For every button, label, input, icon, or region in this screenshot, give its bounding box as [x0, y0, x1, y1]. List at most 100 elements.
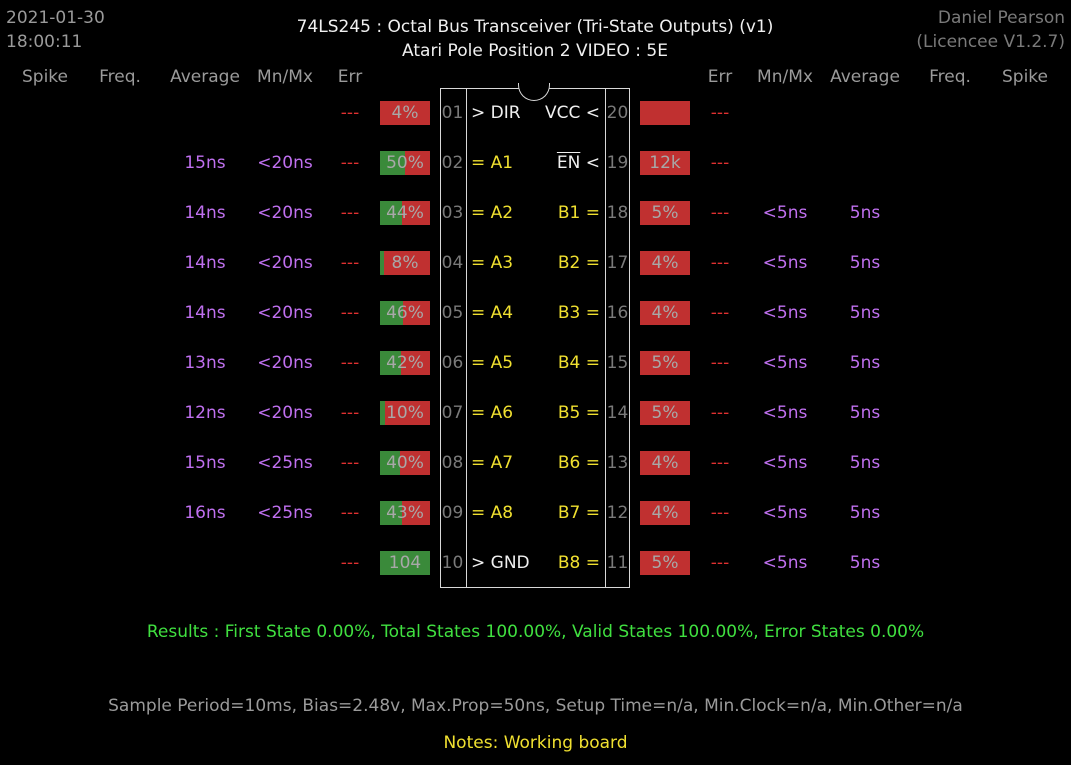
left-pin-mnmx: <20ns: [257, 303, 313, 323]
right-pin-number: 15: [606, 353, 629, 373]
right-pin-activity-value: 4%: [651, 303, 679, 323]
right-pin-number: 12: [606, 503, 629, 523]
right-pin-label-text: EN: [556, 153, 581, 173]
left-pin-activity-bar: 40%: [380, 451, 430, 475]
right-pin-mnmx: <5ns: [762, 353, 808, 373]
left-pin-activity-value: 10%: [386, 403, 424, 423]
col-header-right-err: Err: [707, 67, 733, 87]
col-header-right-average: Average: [830, 67, 900, 87]
right-pin-number: 11: [606, 553, 629, 573]
left-pin-activity-fill: [380, 151, 405, 175]
left-pin-activity-fill: [380, 251, 384, 275]
right-pin-activity-bar: 12k: [640, 151, 690, 175]
col-header-left-mnmx: Mn/Mx: [257, 67, 313, 87]
left-pin-activity-bar: 50%: [380, 151, 430, 175]
left-pin-activity-value: 44%: [386, 203, 424, 223]
left-pin-number: 06: [441, 353, 464, 373]
right-pin-label-text: B5 =: [557, 403, 600, 423]
left-pin-activity-fill: [380, 351, 401, 375]
author-label: Daniel Pearson: [937, 8, 1065, 28]
left-pin-err: ---: [340, 553, 360, 573]
right-pin-mnmx: <5ns: [762, 253, 808, 273]
left-pin-err: ---: [340, 253, 360, 273]
right-pin-label-text: B6 =: [557, 453, 600, 473]
left-pin-activity-bar: 10%: [380, 401, 430, 425]
left-pin-number: 01: [441, 103, 464, 123]
right-pin-label: EN <: [530, 153, 600, 173]
right-pin-err: ---: [710, 553, 730, 573]
right-pin-err: ---: [710, 153, 730, 173]
right-pin-label: B1 =: [530, 203, 600, 223]
right-pin-average: 5ns: [849, 553, 881, 573]
right-pin-number: 20: [606, 103, 629, 123]
right-pin-activity-bar: 4%: [640, 501, 690, 525]
left-pin-mnmx: <20ns: [257, 153, 313, 173]
left-pin-number: 07: [441, 403, 464, 423]
left-pin-average: 15ns: [184, 153, 226, 173]
chip-left-pin-divider: [466, 89, 467, 587]
left-pin-mnmx: <20ns: [257, 203, 313, 223]
right-pin-err: ---: [710, 203, 730, 223]
right-pin-label-text: B4 =: [557, 353, 600, 373]
left-pin-number: 04: [441, 253, 464, 273]
right-pin-average: 5ns: [849, 353, 881, 373]
right-pin-activity-bar: 5%: [640, 201, 690, 225]
right-pin-mnmx: <5ns: [762, 503, 808, 523]
col-header-right-freq: Freq.: [929, 67, 971, 87]
left-pin-err: ---: [340, 103, 360, 123]
left-pin-label: > GND: [471, 553, 530, 573]
right-pin-label-text: B2 =: [557, 253, 600, 273]
left-pin-err: ---: [340, 403, 360, 423]
sample-settings: Sample Period=10ms, Bias=2.48v, Max.Prop…: [108, 696, 963, 716]
right-pin-mnmx: <5ns: [762, 203, 808, 223]
page-title: 74LS245 : Octal Bus Transceiver (Tri-Sta…: [296, 17, 774, 37]
left-pin-activity-value: 43%: [386, 503, 424, 523]
right-pin-label: B3 =: [530, 303, 600, 323]
left-pin-activity-fill: [380, 551, 430, 575]
right-pin-activity-bar: 5%: [640, 551, 690, 575]
right-pin-activity-bar: 4%: [640, 301, 690, 325]
right-pin-mnmx: <5ns: [762, 553, 808, 573]
time-label: 18:00:11: [6, 32, 83, 52]
right-pin-number: 18: [606, 203, 629, 223]
right-pin-number: 19: [606, 153, 629, 173]
right-pin-average: 5ns: [849, 403, 881, 423]
left-pin-err: ---: [340, 153, 360, 173]
col-header-left-freq: Freq.: [99, 67, 141, 87]
left-pin-activity-value: 40%: [386, 453, 424, 473]
left-pin-mnmx: <25ns: [257, 453, 313, 473]
left-pin-activity-value: 104: [388, 553, 422, 573]
left-pin-mnmx: <25ns: [257, 503, 313, 523]
left-pin-label: = A1: [471, 153, 514, 173]
left-pin-activity-bar: 8%: [380, 251, 430, 275]
right-pin-err: ---: [710, 503, 730, 523]
left-pin-activity-bar: 43%: [380, 501, 430, 525]
left-pin-activity-value: 50%: [386, 153, 424, 173]
right-pin-activity-value: 12k: [649, 153, 681, 173]
left-pin-label: = A5: [471, 353, 514, 373]
left-pin-label: = A7: [471, 453, 514, 473]
right-pin-label: B6 =: [530, 453, 600, 473]
right-pin-average: 5ns: [849, 203, 881, 223]
left-pin-activity-value: 8%: [391, 253, 419, 273]
right-pin-number: 17: [606, 253, 629, 273]
left-pin-number: 02: [441, 153, 464, 173]
right-pin-activity-value: 5%: [651, 203, 679, 223]
right-pin-label: B2 =: [530, 253, 600, 273]
left-pin-number: 03: [441, 203, 464, 223]
right-pin-activity-value: 4%: [651, 253, 679, 273]
left-pin-average: 16ns: [184, 503, 226, 523]
right-pin-err: ---: [710, 253, 730, 273]
right-pin-label: B5 =: [530, 403, 600, 423]
right-pin-activity-value: 5%: [651, 403, 679, 423]
right-pin-activity-bar: 5%: [640, 351, 690, 375]
right-pin-activity-bar: 5%: [640, 401, 690, 425]
left-pin-average: 12ns: [184, 403, 226, 423]
left-pin-activity-value: 42%: [386, 353, 424, 373]
left-pin-activity-fill: [380, 401, 385, 425]
right-pin-label: B4 =: [530, 353, 600, 373]
right-pin-label-text: B1 =: [557, 203, 600, 223]
left-pin-activity-fill: [380, 301, 403, 325]
date-label: 2021-01-30: [6, 8, 105, 28]
right-pin-number: 13: [606, 453, 629, 473]
